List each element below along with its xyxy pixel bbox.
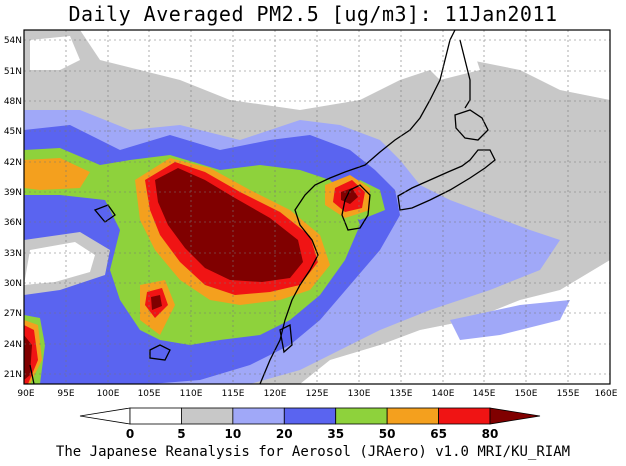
colorbar-high-arrow <box>489 407 541 425</box>
lon-tick-label: 145E <box>473 389 496 399</box>
colorbar-label: 65 <box>430 427 447 441</box>
contour-80 <box>155 168 303 282</box>
colorbar-label: 50 <box>379 427 396 441</box>
colorbar-low-arrow <box>79 407 131 425</box>
lon-tick-label: 105E <box>138 389 161 399</box>
colorbar-segment <box>386 407 439 425</box>
attribution-footer: The Japanese Reanalysis for Aerosol (JRA… <box>55 444 571 460</box>
lon-tick-label: 110E <box>180 389 203 399</box>
map-frame <box>23 29 611 385</box>
lon-tick-label: 150E <box>515 389 538 399</box>
lat-tick-label: 39N <box>4 188 22 198</box>
map-title: Daily Averaged PM2.5 [ug/m3]: 11Jan2011 <box>68 2 558 26</box>
colorbar-label: 80 <box>482 427 499 441</box>
lon-tick-label: 160E <box>595 389 618 399</box>
colorbar-label: 5 <box>177 427 185 441</box>
lon-tick-labels: 90E 95E 100E 105E 110E 115E 120E 125E 13… <box>17 389 617 399</box>
lon-tick-label: 115E <box>222 389 245 399</box>
lon-tick-label: 130E <box>348 389 371 399</box>
lat-tick-label: 27N <box>4 309 22 319</box>
lon-gridlines <box>65 30 569 384</box>
lat-tick-label: 21N <box>4 370 22 380</box>
lat-tick-label: 48N <box>4 97 22 107</box>
lon-tick-label: 140E <box>432 389 455 399</box>
colorbar-segment <box>232 407 285 425</box>
colorbar-segment <box>438 407 491 425</box>
colorbar-label: 10 <box>225 427 242 441</box>
lon-tick-label: 155E <box>557 389 580 399</box>
lat-tick-label: 45N <box>4 127 22 137</box>
lon-tick-label: 120E <box>264 389 287 399</box>
colorbar-label: 20 <box>276 427 293 441</box>
lon-tick-label: 125E <box>306 389 329 399</box>
colorbar-label: 0 <box>126 427 134 441</box>
lat-tick-label: 30N <box>4 279 22 289</box>
lat-tick-label: 24N <box>4 340 22 350</box>
lat-tick-labels: 21N 24N 27N 30N 33N 36N 39N 42N 45N 48N … <box>4 36 22 380</box>
lat-tick-label: 51N <box>4 67 22 77</box>
lat-tick-label: 54N <box>4 36 22 46</box>
lat-tick-label: 36N <box>4 218 22 228</box>
lat-tick-label: 42N <box>4 158 22 168</box>
colorbar-segment <box>335 407 388 425</box>
lon-tick-label: 90E <box>17 389 34 399</box>
colorbar: 0 5 10 20 35 50 65 80 <box>79 407 541 441</box>
coastlines <box>29 30 496 384</box>
lat-tick-label: 33N <box>4 249 22 259</box>
lon-tick-label: 135E <box>390 389 413 399</box>
colorbar-label: 35 <box>327 427 344 441</box>
lon-tick-label: 95E <box>57 389 74 399</box>
colorbar-segment <box>181 407 234 425</box>
lon-tick-label: 100E <box>97 389 120 399</box>
colorbar-segment <box>129 407 182 425</box>
colorbar-segment <box>283 407 337 425</box>
contour-50 <box>24 158 90 190</box>
